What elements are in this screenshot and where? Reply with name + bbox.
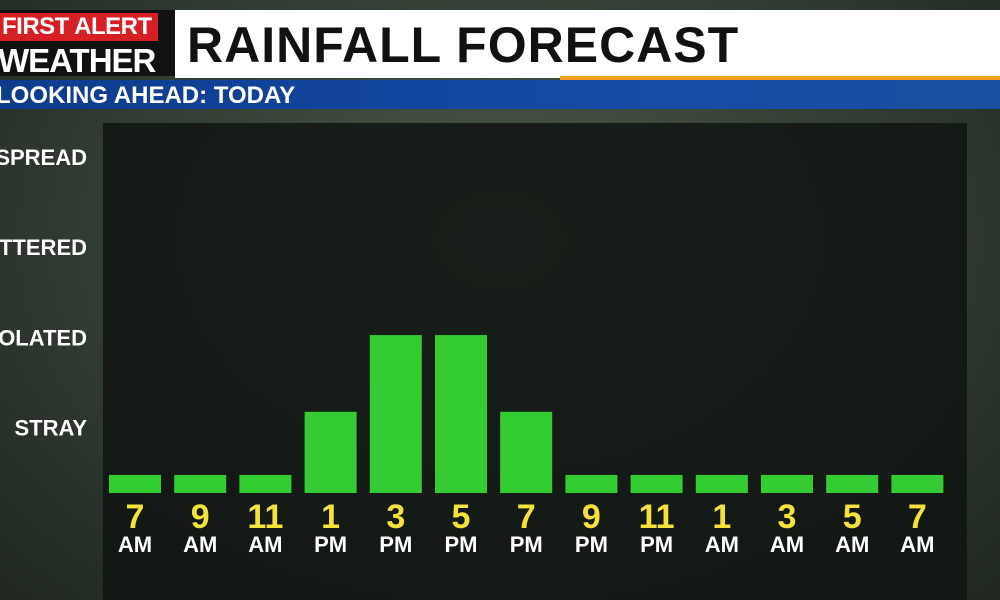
bar [826,474,879,493]
chart-panel [103,123,967,600]
x-tick-label: 1 AM [704,498,739,557]
bar [565,474,618,493]
accent-line [560,76,1000,80]
x-tick-label: 7 PM [509,498,543,557]
x-tick-label: 7 AM [117,498,153,557]
bar [304,411,357,493]
logo-top: FIRST ALERT [0,13,158,41]
bar [109,474,161,493]
bar [174,474,227,493]
bar [239,474,292,493]
subtitle-bar: LOOKING AHEAD: TODAY [0,80,1000,109]
x-tick-label: 3 AM [769,498,805,557]
x-tick-label: 5 AM [835,498,870,557]
y-tick-label: OLATED [0,325,87,350]
bar [435,335,487,493]
bar [369,335,422,493]
x-tick-label: 11 AM [247,498,284,557]
bar [891,474,944,493]
x-tick-label: 1 PM [314,498,348,557]
x-tick-label: 9 PM [574,498,608,557]
title-bar: RAINFALL FORECAST [175,10,1000,78]
x-tick-label: 3 PM [379,498,413,557]
bar [695,474,748,493]
y-tick-label: TTERED [0,235,87,260]
bar [761,474,813,493]
title: RAINFALL FORECAST [187,17,740,73]
x-tick-label: 7 AM [900,498,935,557]
y-tick-label: STRAY [14,416,87,441]
y-tick-label: SPREAD [0,145,87,170]
bar [630,474,683,493]
x-tick-label: 5 PM [444,498,478,557]
subtitle: LOOKING AHEAD: TODAY [0,82,296,109]
x-tick-label: 11 PM [638,498,675,557]
logo: FIRST ALERT WEATHER [0,10,175,79]
x-tick-label: 9 AM [183,498,218,557]
bar [500,411,553,493]
logo-bottom: WEATHER [0,42,156,79]
